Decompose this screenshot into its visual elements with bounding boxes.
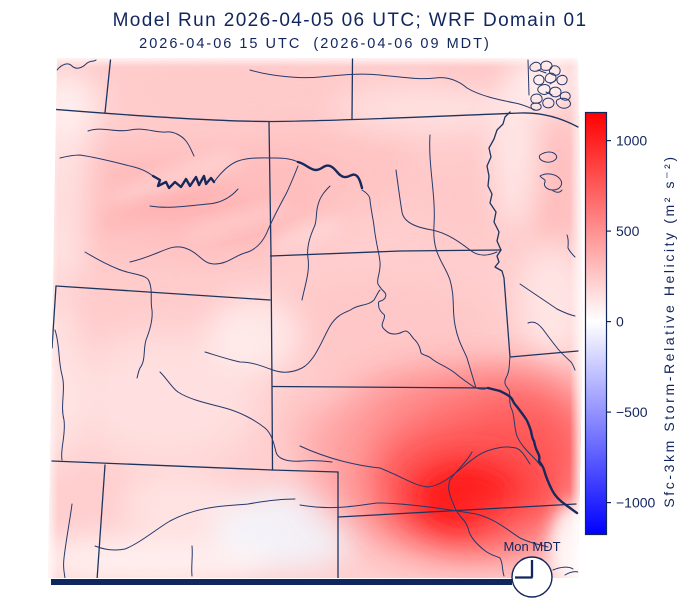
svg-text:Sfc-3km Storm-Relative Helicit: Sfc-3km Storm-Relative Helicity (m² s⁻²) [661, 154, 677, 507]
svg-text:−1000: −1000 [616, 495, 656, 511]
svg-text:1000: 1000 [616, 133, 647, 149]
svg-text:500: 500 [616, 223, 640, 239]
svg-text:−500: −500 [616, 404, 648, 420]
svg-text:0: 0 [616, 314, 624, 330]
svg-text:Mon MDT: Mon MDT [503, 539, 560, 554]
